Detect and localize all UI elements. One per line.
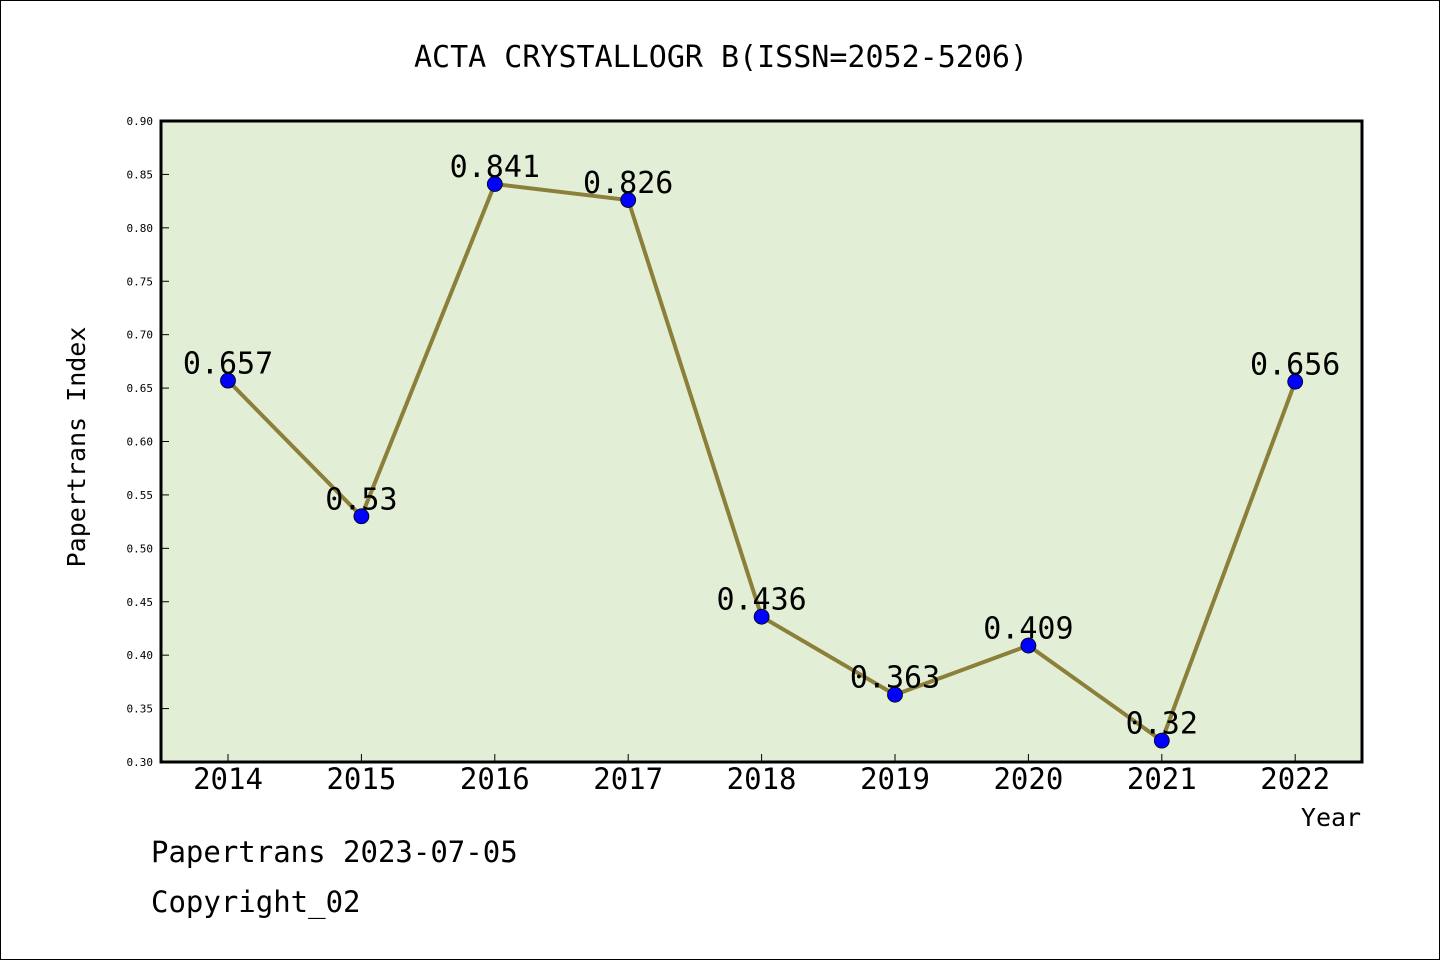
data-point — [753, 608, 770, 625]
data-label: 0.826 — [583, 166, 673, 201]
series-markers — [220, 176, 1304, 749]
footer-date: Papertrans 2023-07-05 — [151, 835, 518, 869]
data-point — [1153, 732, 1170, 749]
y-tick-label: 0.45 — [127, 596, 154, 609]
y-tick-label: 0.65 — [127, 382, 154, 395]
data-point — [220, 372, 236, 389]
x-tick-label: 2022 — [1260, 762, 1330, 796]
data-labels: 0.657 0.53 0.841 0.826 0.436 0.363 0.409 0.32 0.… — [183, 150, 1341, 742]
y-tick-label: 0.80 — [127, 222, 154, 235]
data-point — [887, 686, 903, 703]
x-tick-label: 2014 — [193, 762, 263, 796]
data-point — [1287, 373, 1304, 390]
x-tick-label: 2016 — [460, 762, 530, 796]
y-axis-label: Papertrans Index — [62, 327, 91, 568]
data-label: 0.409 — [983, 612, 1073, 647]
data-label: 0.363 — [850, 661, 940, 696]
data-point — [1020, 637, 1037, 654]
x-tick-label: 2021 — [1127, 762, 1197, 796]
y-tick-label: 0.70 — [127, 329, 154, 342]
data-label: 0.656 — [1250, 348, 1340, 383]
y-tick-label: 0.60 — [127, 436, 154, 449]
x-axis: 2014 2015 2016 2017 2018 2019 2020 2021 2022 — [193, 754, 1330, 796]
x-tick-label: 2019 — [860, 762, 930, 796]
data-point — [353, 508, 370, 525]
data-point — [620, 192, 637, 208]
x-axis-label: Year — [1301, 803, 1361, 832]
plot-area — [159, 119, 1364, 764]
y-tick-label: 0.35 — [127, 703, 154, 716]
x-tick-label: 2018 — [727, 762, 797, 796]
y-tick-label: 0.90 — [127, 115, 154, 128]
data-label: 0.32 — [1126, 707, 1198, 742]
chart-title: ACTA CRYSTALLOGR B(ISSN=2052-5206) — [414, 40, 1028, 75]
data-label: 0.436 — [716, 583, 806, 618]
y-axis: 0.30 0.35 0.40 0.45 0.50 0.55 0.60 0.65 0.70 0.75… — [127, 115, 169, 769]
y-tick-label: 0.55 — [127, 489, 154, 502]
footer-copyright: Copyright_02 — [151, 885, 361, 919]
data-label: 0.841 — [450, 150, 540, 185]
y-tick-label: 0.50 — [127, 542, 154, 555]
y-tick-label: 0.85 — [127, 168, 154, 181]
x-tick-label: 2017 — [593, 762, 663, 796]
data-point — [486, 176, 503, 192]
data-label: 0.53 — [325, 482, 397, 517]
data-label: 0.657 — [183, 347, 273, 382]
y-tick-label: 0.75 — [127, 275, 154, 288]
x-tick-label: 2015 — [326, 762, 396, 796]
y-tick-label: 0.30 — [127, 756, 154, 769]
x-tick-label: 2020 — [993, 762, 1063, 796]
y-tick-label: 0.40 — [127, 649, 154, 662]
